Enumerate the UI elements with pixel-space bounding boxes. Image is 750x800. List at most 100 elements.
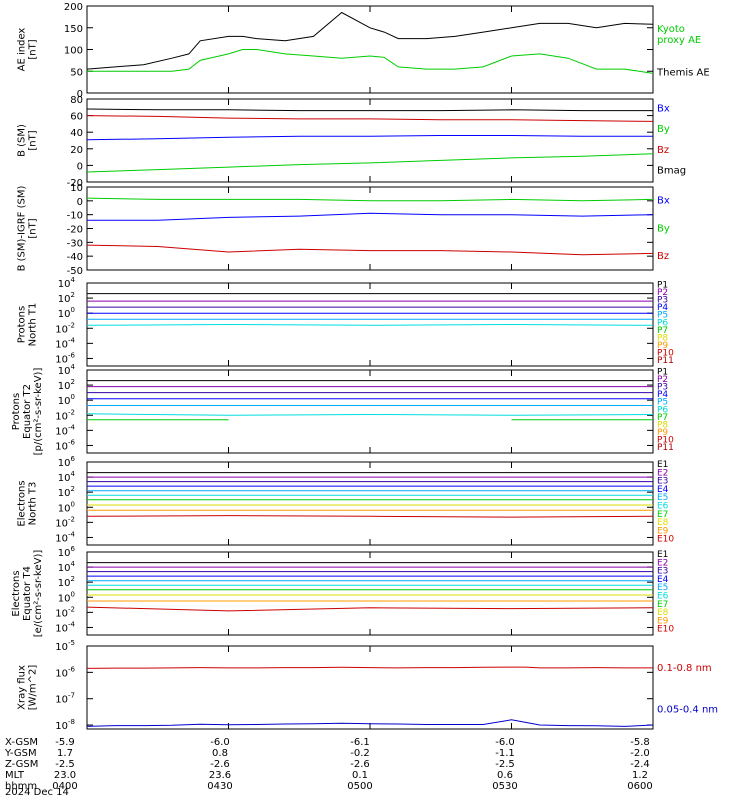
panel-2: -20 0 20 40 60 80 B (SM)[nT] Bx By Bz Bmag <box>17 95 687 189</box>
y-tick-label: 104 <box>58 470 76 484</box>
legend-entry: P10 <box>657 348 674 358</box>
series-line <box>86 115 654 122</box>
footer-row-label: Y-GSM <box>4 748 37 759</box>
panel-1: 0 50 100 150 200 AE index[nT] Kyoto proxy AE The… <box>17 2 710 100</box>
footer-value: 0430 <box>207 781 232 792</box>
footer-value: -5.9 <box>55 737 75 748</box>
legend-entry: P1 <box>657 281 668 291</box>
y-tick-label: 100 <box>58 500 75 514</box>
y-tick-label: 10-4 <box>55 530 75 544</box>
footer-date: 2024 Dec 14 <box>5 787 69 798</box>
legend-entry: E6 <box>657 501 669 511</box>
y-tick-label: 40 <box>70 128 83 139</box>
y-tick-label: 106 <box>58 545 76 559</box>
y-tick-label: 50 <box>70 67 83 78</box>
y-tick-label: 10-5 <box>55 639 75 653</box>
y-tick-label: 100 <box>64 46 83 57</box>
legend-entry: 0.1-0.8 nm <box>657 663 712 674</box>
y-axis-label: Xray flux[W/m^2] <box>17 665 39 711</box>
legend-entry: By <box>657 223 670 234</box>
legend-entry: P9 <box>657 341 668 351</box>
legend-entry: E8 <box>657 518 669 528</box>
legend-entry: P8 <box>657 420 668 430</box>
footer-value: -6.0 <box>210 737 230 748</box>
y-tick-label: 100 <box>58 393 75 407</box>
legend-entry: E3 <box>657 477 668 487</box>
panel-frame <box>86 5 654 94</box>
footer-value: -6.0 <box>495 737 515 748</box>
y-tick-label: 10-6 <box>55 438 75 452</box>
y-axis-label: ElectronsNorth T3 <box>17 480 39 526</box>
legend-entry: P6 <box>657 318 668 328</box>
legend-entry: E10 <box>657 625 674 635</box>
legend-entry: E9 <box>657 526 669 536</box>
y-tick-label: 60 <box>70 112 83 123</box>
footer-value: 0.1 <box>352 770 368 781</box>
footer-value: -2.6 <box>350 759 370 770</box>
footer-value: 1.2 <box>632 770 648 781</box>
series-line <box>86 606 654 612</box>
legend-entry: E1 <box>657 550 668 560</box>
legend-entry: E4 <box>657 575 669 585</box>
legend-entry: E7 <box>657 510 668 520</box>
legend-entry: P7 <box>657 326 668 336</box>
footer-value: 0400 <box>52 781 77 792</box>
legend-entry: Kyoto proxy AE <box>657 24 701 46</box>
series-line <box>86 515 654 518</box>
y-axis-label: ProtonsEquator T2[p/(cm²-s-sr-keV)] <box>11 368 44 456</box>
y-tick-label: 100 <box>58 590 75 604</box>
legend-entry: P6 <box>657 405 668 415</box>
panel-8: 10-8 10-7 10-6 10-5 Xray flux[W/m^2] 0.1-0.8 … <box>17 639 719 732</box>
legend-entry: Bmag <box>657 166 686 177</box>
y-tick-label: 20 <box>70 145 83 156</box>
footer-row-label: hhmm <box>5 781 37 792</box>
legend-entry: P1 <box>657 368 668 378</box>
footer-value: -5.8 <box>630 737 650 748</box>
y-tick-label: -20 <box>67 225 83 236</box>
footer: X-GSM -5.9 -6.0 -6.1 -6.0 -5.8 Y-GSM 1.7 0.8 -0.2… <box>4 737 653 798</box>
y-tick-label: 0 <box>77 197 83 208</box>
footer-value: -2.0 <box>630 748 650 759</box>
legend-entry: E2 <box>657 468 668 478</box>
legend-entry: Bz <box>657 251 669 262</box>
y-tick-label: 10-4 <box>55 336 75 350</box>
y-tick-label: 102 <box>58 485 75 499</box>
y-tick-label: 0 <box>77 161 83 172</box>
footer-value: -0.2 <box>350 748 370 759</box>
panel-3: -50 -40 -30 -20 -10 0 10 B (SM)-IGRF (SM)[nT] Bx… <box>17 183 670 277</box>
legend-entry: P2 <box>657 375 668 385</box>
footer-row-label: Z-GSM <box>5 759 38 770</box>
legend-entry: E3 <box>657 567 668 577</box>
footer-row-label: MLT <box>5 770 25 781</box>
series-line <box>86 413 654 416</box>
footer-value: 0530 <box>492 781 517 792</box>
series-line <box>86 323 654 326</box>
legend-entry: P3 <box>657 383 668 393</box>
series-line <box>86 719 654 727</box>
legend-entry: Themis AE <box>656 68 710 79</box>
legend-entry: E2 <box>657 558 668 568</box>
y-tick-label: -20 <box>67 178 83 189</box>
y-tick-label: 10-2 <box>55 605 75 619</box>
y-tick-label: -10 <box>67 211 83 222</box>
legend-entry: P11 <box>657 443 674 453</box>
y-axis-label: ElectronsEquator T4[e/(cm²-s-sr-keV)] <box>11 550 44 638</box>
y-tick-label: 10 <box>70 183 83 194</box>
legend-entry: Bx <box>657 196 670 207</box>
y-axis-label: B (SM)[nT] <box>17 124 39 157</box>
footer-row-label: X-GSM <box>5 737 38 748</box>
series-line <box>86 197 654 202</box>
panel-frame <box>86 461 654 546</box>
y-tick-label: -30 <box>67 238 83 249</box>
footer-value: 0500 <box>347 781 372 792</box>
footer-value: -2.5 <box>55 759 75 770</box>
footer-value: 1.7 <box>57 748 73 759</box>
legend-entry: P4 <box>657 303 668 313</box>
footer-value: 0600 <box>627 781 652 792</box>
y-tick-label: 104 <box>58 560 76 574</box>
legend-entry: E9 <box>657 616 669 626</box>
panel-frame <box>86 551 654 636</box>
